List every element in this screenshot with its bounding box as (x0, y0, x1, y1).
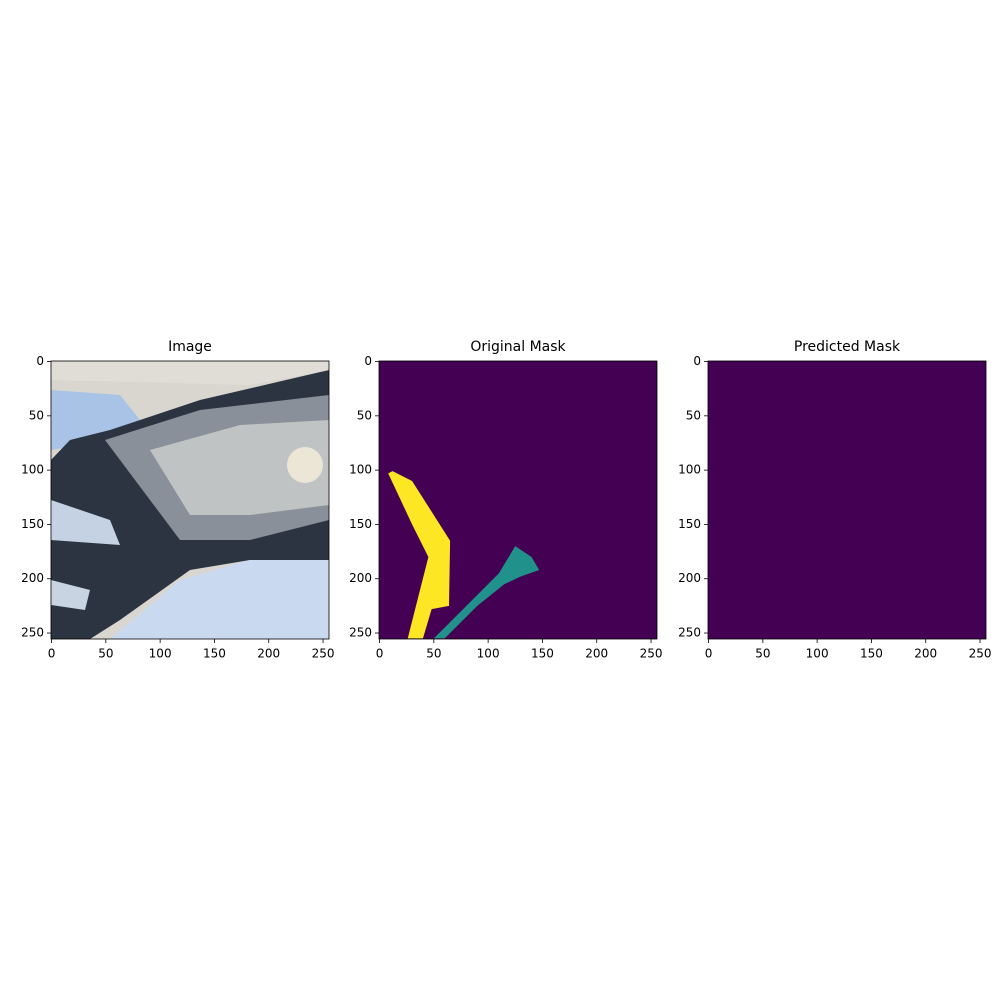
x-tick-label: 100 (149, 647, 172, 661)
x-tick-label: 150 (860, 647, 883, 661)
x-tick-label: 50 (755, 647, 770, 661)
y-tick-label: 250 (349, 626, 372, 640)
y-tick-label: 0 (693, 354, 701, 368)
y-tick-label: 150 (349, 517, 372, 531)
x-tick-label: 0 (48, 647, 56, 661)
x-tick-label: 50 (98, 647, 113, 661)
x-tick-label: 150 (531, 647, 554, 661)
x-tick-label: 250 (969, 647, 992, 661)
x-tick-label: 100 (477, 647, 500, 661)
y-tick-label: 200 (678, 571, 701, 585)
y-tick-label: 0 (36, 354, 44, 368)
axes-frame (378, 360, 658, 640)
panel-title: Original Mask (470, 339, 566, 355)
y-tick-label: 50 (357, 408, 372, 422)
x-tick-label: 50 (426, 647, 441, 661)
panel-title: Image (168, 339, 212, 355)
mask-background (708, 361, 986, 639)
x-tick-label: 0 (705, 647, 713, 661)
axes-frame (50, 360, 330, 640)
mask-regions (388, 471, 540, 639)
y-tick-label: 200 (349, 571, 372, 585)
x-tick-label: 100 (806, 647, 829, 661)
y-tick-label: 250 (678, 626, 701, 640)
y-tick-label: 50 (686, 408, 701, 422)
y-tick-label: 150 (678, 517, 701, 531)
y-tick-label: 250 (21, 626, 44, 640)
x-tick-label: 200 (257, 647, 280, 661)
photo (51, 361, 329, 639)
x-tick-label: 250 (640, 647, 663, 661)
y-tick-label: 0 (364, 354, 372, 368)
y-tick-label: 50 (29, 408, 44, 422)
y-tick-label: 150 (21, 517, 44, 531)
x-tick-label: 200 (585, 647, 608, 661)
y-tick-label: 100 (678, 463, 701, 477)
y-tick-label: 100 (21, 463, 44, 477)
panel-title: Predicted Mask (794, 339, 901, 355)
x-tick-label: 250 (312, 647, 335, 661)
x-tick-label: 200 (914, 647, 937, 661)
axes-frame (707, 360, 987, 640)
x-tick-label: 150 (203, 647, 226, 661)
x-tick-label: 0 (376, 647, 384, 661)
y-tick-label: 100 (349, 463, 372, 477)
y-tick-label: 200 (21, 571, 44, 585)
